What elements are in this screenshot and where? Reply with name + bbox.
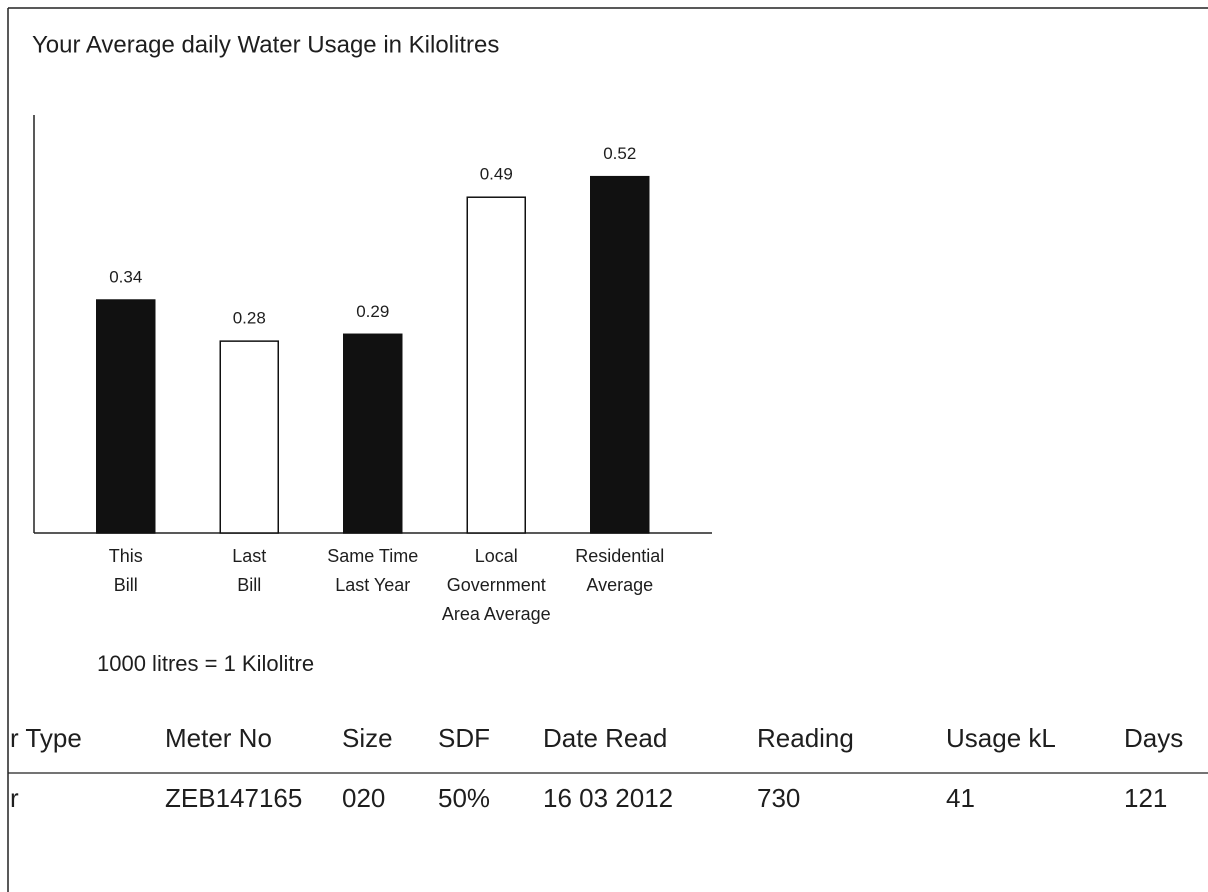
table-cell: 020 bbox=[342, 783, 385, 813]
data-label: 0.29 bbox=[356, 302, 389, 321]
note: 1000 litres = 1 Kilolitre bbox=[97, 651, 314, 676]
table-cell: 41 bbox=[946, 783, 975, 813]
x-tick-label-line: Last Year bbox=[335, 575, 410, 595]
x-tick-label-line: Last bbox=[232, 546, 266, 566]
table-cell: 16 03 2012 bbox=[543, 783, 673, 813]
table-header-cell: Usage kL bbox=[946, 723, 1056, 753]
data-label: 0.28 bbox=[233, 309, 266, 328]
x-tick-label: Local Government Area Average bbox=[442, 546, 551, 624]
bar bbox=[343, 333, 403, 534]
table-cell: 121 bbox=[1124, 783, 1167, 813]
table-header-cell: SDF bbox=[438, 723, 490, 753]
data-label: 0.34 bbox=[109, 268, 142, 287]
x-tick-label-line: This bbox=[109, 546, 143, 566]
table-cell: 50% bbox=[438, 783, 490, 813]
table-header-cell: r Type bbox=[10, 723, 82, 753]
table-cell: 730 bbox=[757, 783, 800, 813]
x-tick-label-line: Government bbox=[447, 575, 546, 595]
table-header-cell: Days bbox=[1124, 723, 1183, 753]
x-tick-label-line: Same Time bbox=[327, 546, 418, 566]
bar bbox=[219, 340, 279, 534]
bar bbox=[466, 196, 526, 534]
x-tick-label: Same Time Last Year bbox=[327, 546, 418, 595]
x-tick-label-line: Average bbox=[586, 575, 653, 595]
bar bbox=[96, 299, 156, 534]
x-tick-label: Last Bill bbox=[232, 546, 266, 595]
table-header-cell: Size bbox=[342, 723, 393, 753]
bar bbox=[590, 175, 650, 534]
table-header-cell: Meter No bbox=[165, 723, 272, 753]
x-tick-label-line: Bill bbox=[114, 575, 138, 595]
x-tick-label-line: Area Average bbox=[442, 604, 551, 624]
x-tick-label: This Bill bbox=[109, 546, 143, 595]
x-tick-label-line: Residential bbox=[575, 546, 664, 566]
table-header-cell: Date Read bbox=[543, 723, 667, 753]
chart-title: Your Average daily Water Usage in Kiloli… bbox=[32, 31, 499, 58]
x-tick-label-line: Bill bbox=[237, 575, 261, 595]
table-cell: r bbox=[10, 783, 19, 813]
data-label: 0.49 bbox=[480, 165, 513, 184]
x-tick-label-line: Local bbox=[475, 546, 518, 566]
x-tick-label: Residential Average bbox=[575, 546, 664, 595]
table-header-cell: Reading bbox=[757, 723, 854, 753]
table-cell: ZEB147165 bbox=[165, 783, 302, 813]
data-label: 0.52 bbox=[603, 144, 636, 163]
